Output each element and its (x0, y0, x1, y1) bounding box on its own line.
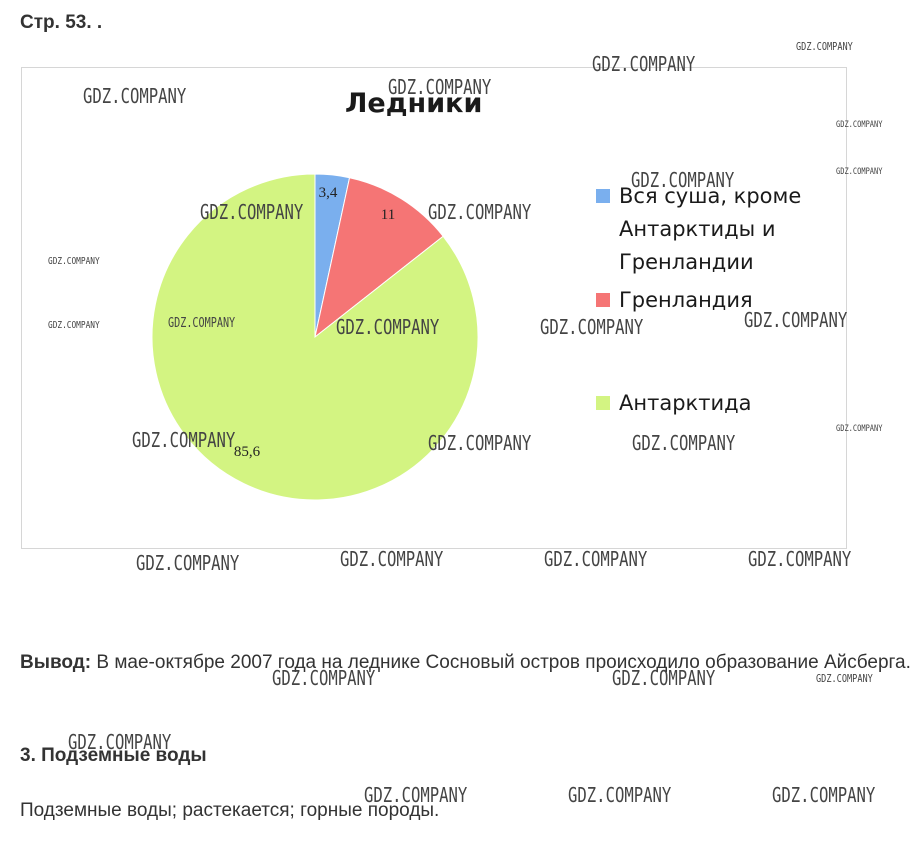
page-heading: Стр. 53. . (20, 12, 103, 33)
watermark: GDZ.COMPANY (772, 783, 876, 807)
watermark: GDZ.COMPANY (836, 424, 883, 434)
watermark: GDZ.COMPANY (544, 547, 648, 571)
watermark: GDZ.COMPANY (336, 315, 440, 339)
watermark: GDZ.COMPANY (540, 315, 644, 339)
watermark: GDZ.COMPANY (364, 783, 468, 807)
watermark: GDZ.COMPANY (428, 200, 532, 224)
watermark: GDZ.COMPANY (744, 308, 848, 332)
watermark: GDZ.COMPANY (168, 316, 236, 331)
watermark: GDZ.COMPANY (796, 40, 853, 53)
legend-swatch-greenland (596, 293, 610, 307)
watermark: GDZ.COMPANY (68, 730, 172, 754)
legend-label-antarctica: Антарктида (619, 391, 752, 415)
watermark: GDZ.COMPANY (631, 168, 735, 192)
legend-label-other-land: Вся суша, кроме Антарктиды и Гренландии (619, 184, 802, 274)
pie-slice-greenland (314, 177, 444, 339)
watermark: GDZ.COMPANY (632, 431, 736, 455)
watermark: GDZ.COMPANY (568, 783, 672, 807)
watermark: GDZ.COMPANY (816, 672, 873, 685)
pie-chart: 3,4 11 85,6 (151, 173, 479, 501)
watermark: GDZ.COMPANY (388, 75, 492, 99)
legend-label-greenland: Гренландия (619, 288, 753, 312)
watermark: GDZ.COMPANY (748, 547, 852, 571)
conclusion-label: Вывод: (20, 652, 92, 673)
legend-swatch-other-land (596, 189, 610, 203)
pie-slice-antarctica (151, 173, 479, 501)
watermark: GDZ.COMPANY (612, 666, 716, 690)
watermark: GDZ.COMPANY (428, 431, 532, 455)
watermark: GDZ.COMPANY (592, 52, 696, 76)
watermark: GDZ.COMPANY (48, 320, 100, 331)
watermark: GDZ.COMPANY (836, 120, 883, 130)
data-label-greenland: 11 (381, 207, 395, 223)
conclusion-text: В мае-октябре 2007 года на леднике Сосно… (96, 652, 911, 673)
section-heading: 3. Подземные воды (20, 745, 207, 766)
legend-swatch-antarctica (596, 396, 610, 410)
watermark: GDZ.COMPANY (272, 666, 376, 690)
watermark: GDZ.COMPANY (136, 551, 240, 575)
chart-title: Ледники (345, 88, 483, 119)
watermark: GDZ.COMPANY (83, 84, 187, 108)
watermark: GDZ.COMPANY (132, 428, 236, 452)
watermark: GDZ.COMPANY (200, 200, 304, 224)
data-label-antarctica: 85,6 (234, 444, 261, 460)
answer-text: Подземные воды; растекается; горные поро… (20, 800, 440, 821)
watermark: GDZ.COMPANY (48, 256, 100, 267)
conclusion-paragraph: Вывод: В мае-октябре 2007 года на ледник… (20, 644, 912, 681)
data-label-other-land: 3,4 (319, 185, 338, 201)
watermark: GDZ.COMPANY (340, 547, 444, 571)
watermark: GDZ.COMPANY (836, 167, 883, 177)
